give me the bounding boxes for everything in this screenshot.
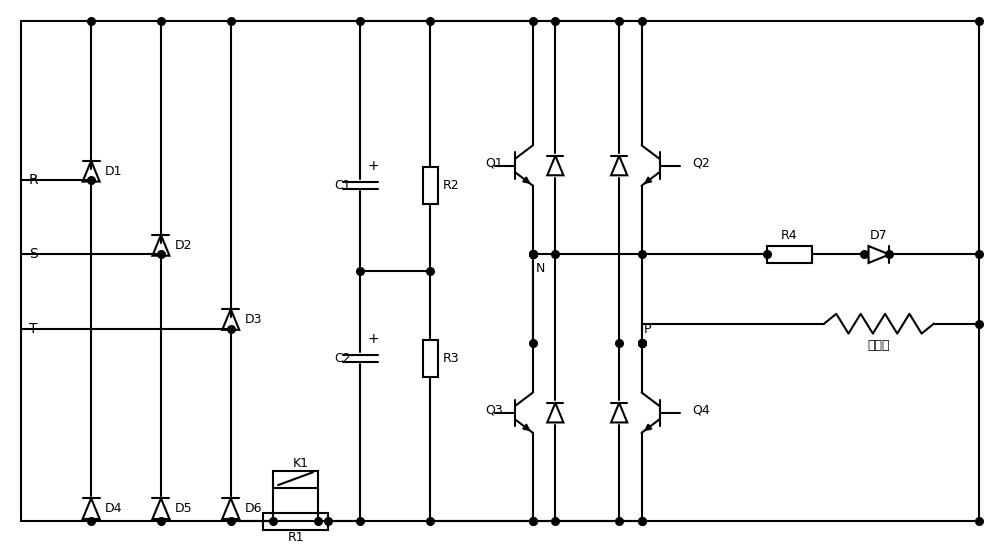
Text: D6: D6: [245, 502, 262, 515]
Text: D1: D1: [105, 165, 123, 177]
Text: Q1: Q1: [485, 157, 503, 169]
Text: R4: R4: [781, 229, 798, 242]
Text: R1: R1: [287, 531, 304, 544]
Bar: [767, 246, 812, 263]
Text: K1: K1: [293, 457, 309, 470]
Text: R: R: [29, 173, 38, 187]
Text: S: S: [29, 247, 38, 262]
Text: +: +: [368, 158, 379, 173]
Text: D7: D7: [870, 229, 888, 242]
Text: D4: D4: [105, 502, 123, 515]
Bar: [423, 167, 438, 204]
Text: D3: D3: [245, 313, 262, 326]
Text: R3: R3: [443, 352, 459, 365]
Text: D2: D2: [175, 239, 192, 252]
Bar: [273, 471, 318, 488]
Text: R2: R2: [443, 179, 459, 192]
Bar: [263, 513, 328, 530]
Text: Q3: Q3: [485, 403, 503, 417]
Text: T: T: [29, 322, 37, 336]
Text: +: +: [368, 331, 379, 346]
Text: N: N: [535, 262, 545, 275]
Text: C1: C1: [334, 179, 350, 192]
Bar: [423, 340, 438, 377]
Text: Q2: Q2: [692, 157, 710, 169]
Text: Q4: Q4: [692, 403, 710, 417]
Text: C2: C2: [334, 352, 350, 365]
Text: 电磁铁: 电磁铁: [868, 340, 890, 352]
Text: D5: D5: [175, 502, 193, 515]
Text: P: P: [644, 323, 652, 336]
